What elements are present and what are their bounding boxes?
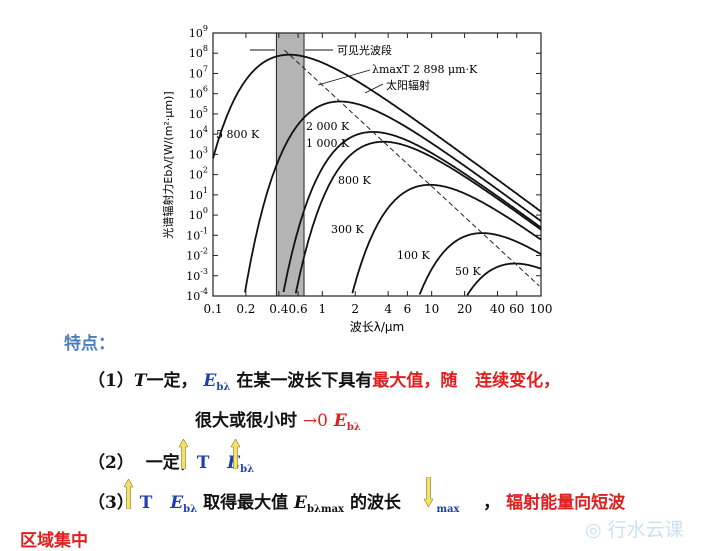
l4-E: E [170,493,184,513]
y-tick-label: 10-2 [186,247,208,263]
y-tick-label: 100 [189,206,208,222]
x-tick-label: 6 [404,302,412,316]
curve-50K [466,262,542,296]
curve-label: 5 800 K [216,128,260,141]
up-arrow-icon [124,479,133,509]
watermark-text: 行水云课 [607,519,684,541]
x-tick-label: 60 [509,302,524,316]
y-tick-label: 103 [189,145,208,161]
l4-max: max [436,504,460,515]
l4-a: 取得最大值 [203,493,289,513]
l4-E2: E [294,493,307,513]
l4-E2-sub: bλmax [306,504,345,515]
tends-to-zero-arrow: →0 [302,411,328,431]
x-tick-label: 4 [384,302,392,316]
l3-E-sub: bλ [240,464,255,475]
curve-300K [351,183,542,294]
curve-label: 300 K [331,223,364,236]
x-axis-label: 波长λ/μm [350,320,404,334]
l1-T: T [133,371,147,391]
x-tick-label: 100 [530,302,553,316]
l1-prefix: （1） [88,371,134,391]
l2-a: 很大或很小时 [195,411,297,431]
x-tick-label: 20 [457,302,472,316]
l1-E-sub: bλ [216,382,231,393]
curve-label: 800 K [338,174,371,187]
x-tick-label: 0.6 [289,302,308,316]
visible-band [275,32,305,297]
point-1-cont: 很大或很小时 →0 Ebλ [195,406,361,433]
curve-label: 50 K [455,265,481,278]
curve-label: 1 000 K [306,137,350,150]
y-tick-label: 107 [189,64,208,80]
visible-band-label: 可见光波段 [337,43,392,57]
curve-label: 2 000 K [306,120,350,133]
y-tick-label: 104 [189,125,208,141]
spectral-emissive-power-chart: 0.1 0.2 0.4 0.6 1 2 4 6 10 20 40 60 100 10-4 10-3 10-2 1… [161,24,553,334]
y-axis-label: 光谱辐射力Ebλ/[W/(m²·μm)] [161,91,175,238]
l1-red: 最大值，随 连续变化， [372,371,561,391]
down-arrow-icon [424,477,433,507]
x-tick-label: 0.1 [203,302,222,316]
curve-800K [294,140,542,294]
point-2: （2） 一定，T Ebλ [88,448,254,475]
l4-b: 的波长 [349,493,401,513]
y-tick-label: 105 [189,105,208,121]
y-tick-label: 10-3 [186,267,208,283]
y-tick-label: 10-1 [186,226,208,242]
watermark-logo: ◎ 行水云课 [585,519,684,541]
l4-prefix: （3） [88,493,134,513]
wien-label: λmaxT 2 898 μm·K [372,63,478,76]
y-tick-label: 102 [189,166,208,182]
point-3: （3） T Ebλ 取得最大值 Ebλmax 的波长 max ， 辐射能量向短波 [88,488,625,515]
l4-comma: ， [483,493,501,513]
y-tick-label: 10-4 [186,287,208,303]
curve-5800K [212,53,542,213]
up-arrow-icon [179,439,188,469]
x-tick-label: 10 [424,302,439,316]
l1-b: 在某一波长下具有 [236,371,373,391]
l1-E: E [203,371,217,391]
point-1: （1）T一定， Ebλ 在某一波长下具有最大值，随 连续变化， [88,366,560,393]
y-tick-label: 101 [189,186,208,202]
point-3-cont: 区域集中 [20,531,88,551]
l2-E: E [333,411,347,431]
x-tick-label: 2 [351,302,359,316]
plot-frame [212,32,542,297]
up-arrow-icon [231,439,240,469]
curve-2000K [244,100,542,293]
heading: 特点： [64,334,115,354]
l1-a: 一定， [146,371,198,391]
x-tick-label: 0.2 [236,302,255,316]
x-tick-label: 40 [490,302,505,316]
solar-label: 太阳辐射 [386,78,430,92]
l4-E-sub: bλ [183,504,198,515]
curve-100K [418,232,542,295]
wien-locus [284,49,540,287]
wien-leader [317,69,371,86]
l2-E-sub: bλ [346,422,361,433]
y-tick-label: 106 [189,85,208,101]
l4-red: 辐射能量向短波 [506,493,626,513]
x-tick-label: 0.4 [269,302,288,316]
l3-prefix: （2） [88,453,134,473]
l3-a: 一定， [145,453,197,473]
curve-1000K [282,131,542,293]
l3-T: T [196,453,210,473]
solar-leader [364,83,384,94]
y-tick-label: 108 [189,44,208,60]
y-tick-label: 109 [189,24,208,40]
l4-T: T [139,493,153,513]
curve-label: 100 K [397,249,430,262]
x-tick-label: 1 [319,302,327,316]
